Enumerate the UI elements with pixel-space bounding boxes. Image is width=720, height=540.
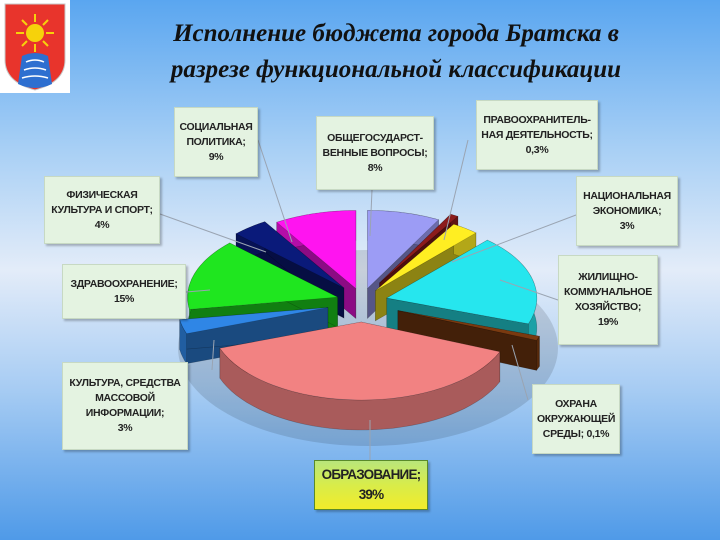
label-line: ОБРАЗОВАНИЕ; — [321, 467, 422, 482]
label-line: ЖИЛИЩНО- — [578, 271, 638, 283]
leader-line — [211, 339, 215, 371]
label-line: ВЕННЫЕ ВОПРОСЫ; — [322, 146, 428, 159]
page-title: Исполнение бюджета города Братска в разр… — [76, 16, 716, 88]
label-culture-media: КУЛЬТУРА, СРЕДСТВА МАССОВОЙ ИНФОРМАЦИИ; … — [62, 362, 188, 450]
title-line-1: Исполнение бюджета города Братска в — [173, 20, 619, 47]
label-value: 39% — [358, 487, 384, 502]
label-national-economy: НАЦИОНАЛЬНАЯ ЭКОНОМИКА; 3% — [576, 176, 678, 246]
label-line: СОЦИАЛЬНАЯ — [179, 120, 253, 133]
label-line: ОКРУЖАЮЩЕЙ — [536, 412, 616, 425]
label-physical-culture: ФИЗИЧЕСКАЯ КУЛЬТУРА И СПОРТ; 4% — [44, 176, 160, 244]
label-value: 4% — [94, 218, 110, 231]
label-value: 8% — [367, 161, 383, 174]
label-line: КУЛЬТУРА, СРЕДСТВА — [69, 377, 181, 389]
leader-line — [159, 213, 267, 253]
label-line: ОХРАНА — [555, 397, 597, 410]
label-line: ИНФОРМАЦИИ; — [85, 407, 165, 419]
label-value: 0,3% — [525, 143, 549, 156]
leader-line — [185, 289, 211, 293]
label-line: ХОЗЯЙСТВО; — [574, 301, 642, 313]
leader-line — [451, 214, 577, 263]
label-line: СРЕДЫ; 0,1% — [542, 427, 610, 440]
label-value: 19% — [597, 316, 619, 328]
label-law-enforcement: ПРАВООХРАНИТЕЛЬ- НАЯ ДЕЯТЕЛЬНОСТЬ; 0,3% — [476, 100, 598, 170]
label-line: КОММУНАЛЬНОЕ — [564, 286, 652, 298]
leader-line — [443, 139, 469, 241]
label-education: ОБРАЗОВАНИЕ; 39% — [314, 460, 428, 510]
label-value: 15% — [113, 292, 135, 305]
label-value: 3% — [619, 219, 635, 232]
label-value: 9% — [208, 150, 224, 163]
leader-line — [499, 279, 559, 301]
label-line: ОБЩЕГОСУДАРСТ- — [327, 131, 423, 144]
label-line: НАЯ ДЕЯТЕЛЬНОСТЬ; — [481, 128, 593, 141]
label-housing-utilities: ЖИЛИЩНО- КОММУНАЛЬНОЕ ХОЗЯЙСТВО; 19% — [558, 255, 658, 345]
label-general-issues: ОБЩЕГОСУДАРСТ- ВЕННЫЕ ВОПРОСЫ; 8% — [316, 116, 434, 190]
title-line-2: разрезе функциональной классификации — [170, 56, 622, 83]
label-line: ЭКОНОМИКА; — [592, 204, 662, 217]
leader-line — [369, 189, 373, 237]
label-line: ЗДРАВООХРАНЕНИЕ; — [70, 277, 178, 290]
city-coat-of-arms-icon — [0, 0, 70, 93]
leader-line — [511, 344, 529, 401]
label-value: 3% — [117, 422, 133, 434]
label-line: ФИЗИЧЕСКАЯ — [66, 188, 138, 201]
label-line: ПРАВООХРАНИТЕЛЬ- — [483, 113, 591, 126]
pie-slice — [219, 321, 501, 431]
label-healthcare: ЗДРАВООХРАНЕНИЕ; 15% — [62, 264, 186, 319]
label-line: КУЛЬТУРА И СПОРТ; — [51, 203, 153, 216]
pie-slice — [187, 242, 339, 340]
label-line: ПОЛИТИКА; — [186, 135, 246, 148]
pie-slice — [397, 310, 540, 372]
leader-line — [257, 139, 293, 243]
label-social-policy: СОЦИАЛЬНАЯ ПОЛИТИКА; 9% — [174, 107, 258, 177]
label-line: НАЦИОНАЛЬНАЯ — [583, 189, 671, 202]
label-line: МАССОВОЙ — [95, 392, 155, 404]
label-environment: ОХРАНА ОКРУЖАЮЩЕЙ СРЕДЫ; 0,1% — [532, 384, 620, 454]
